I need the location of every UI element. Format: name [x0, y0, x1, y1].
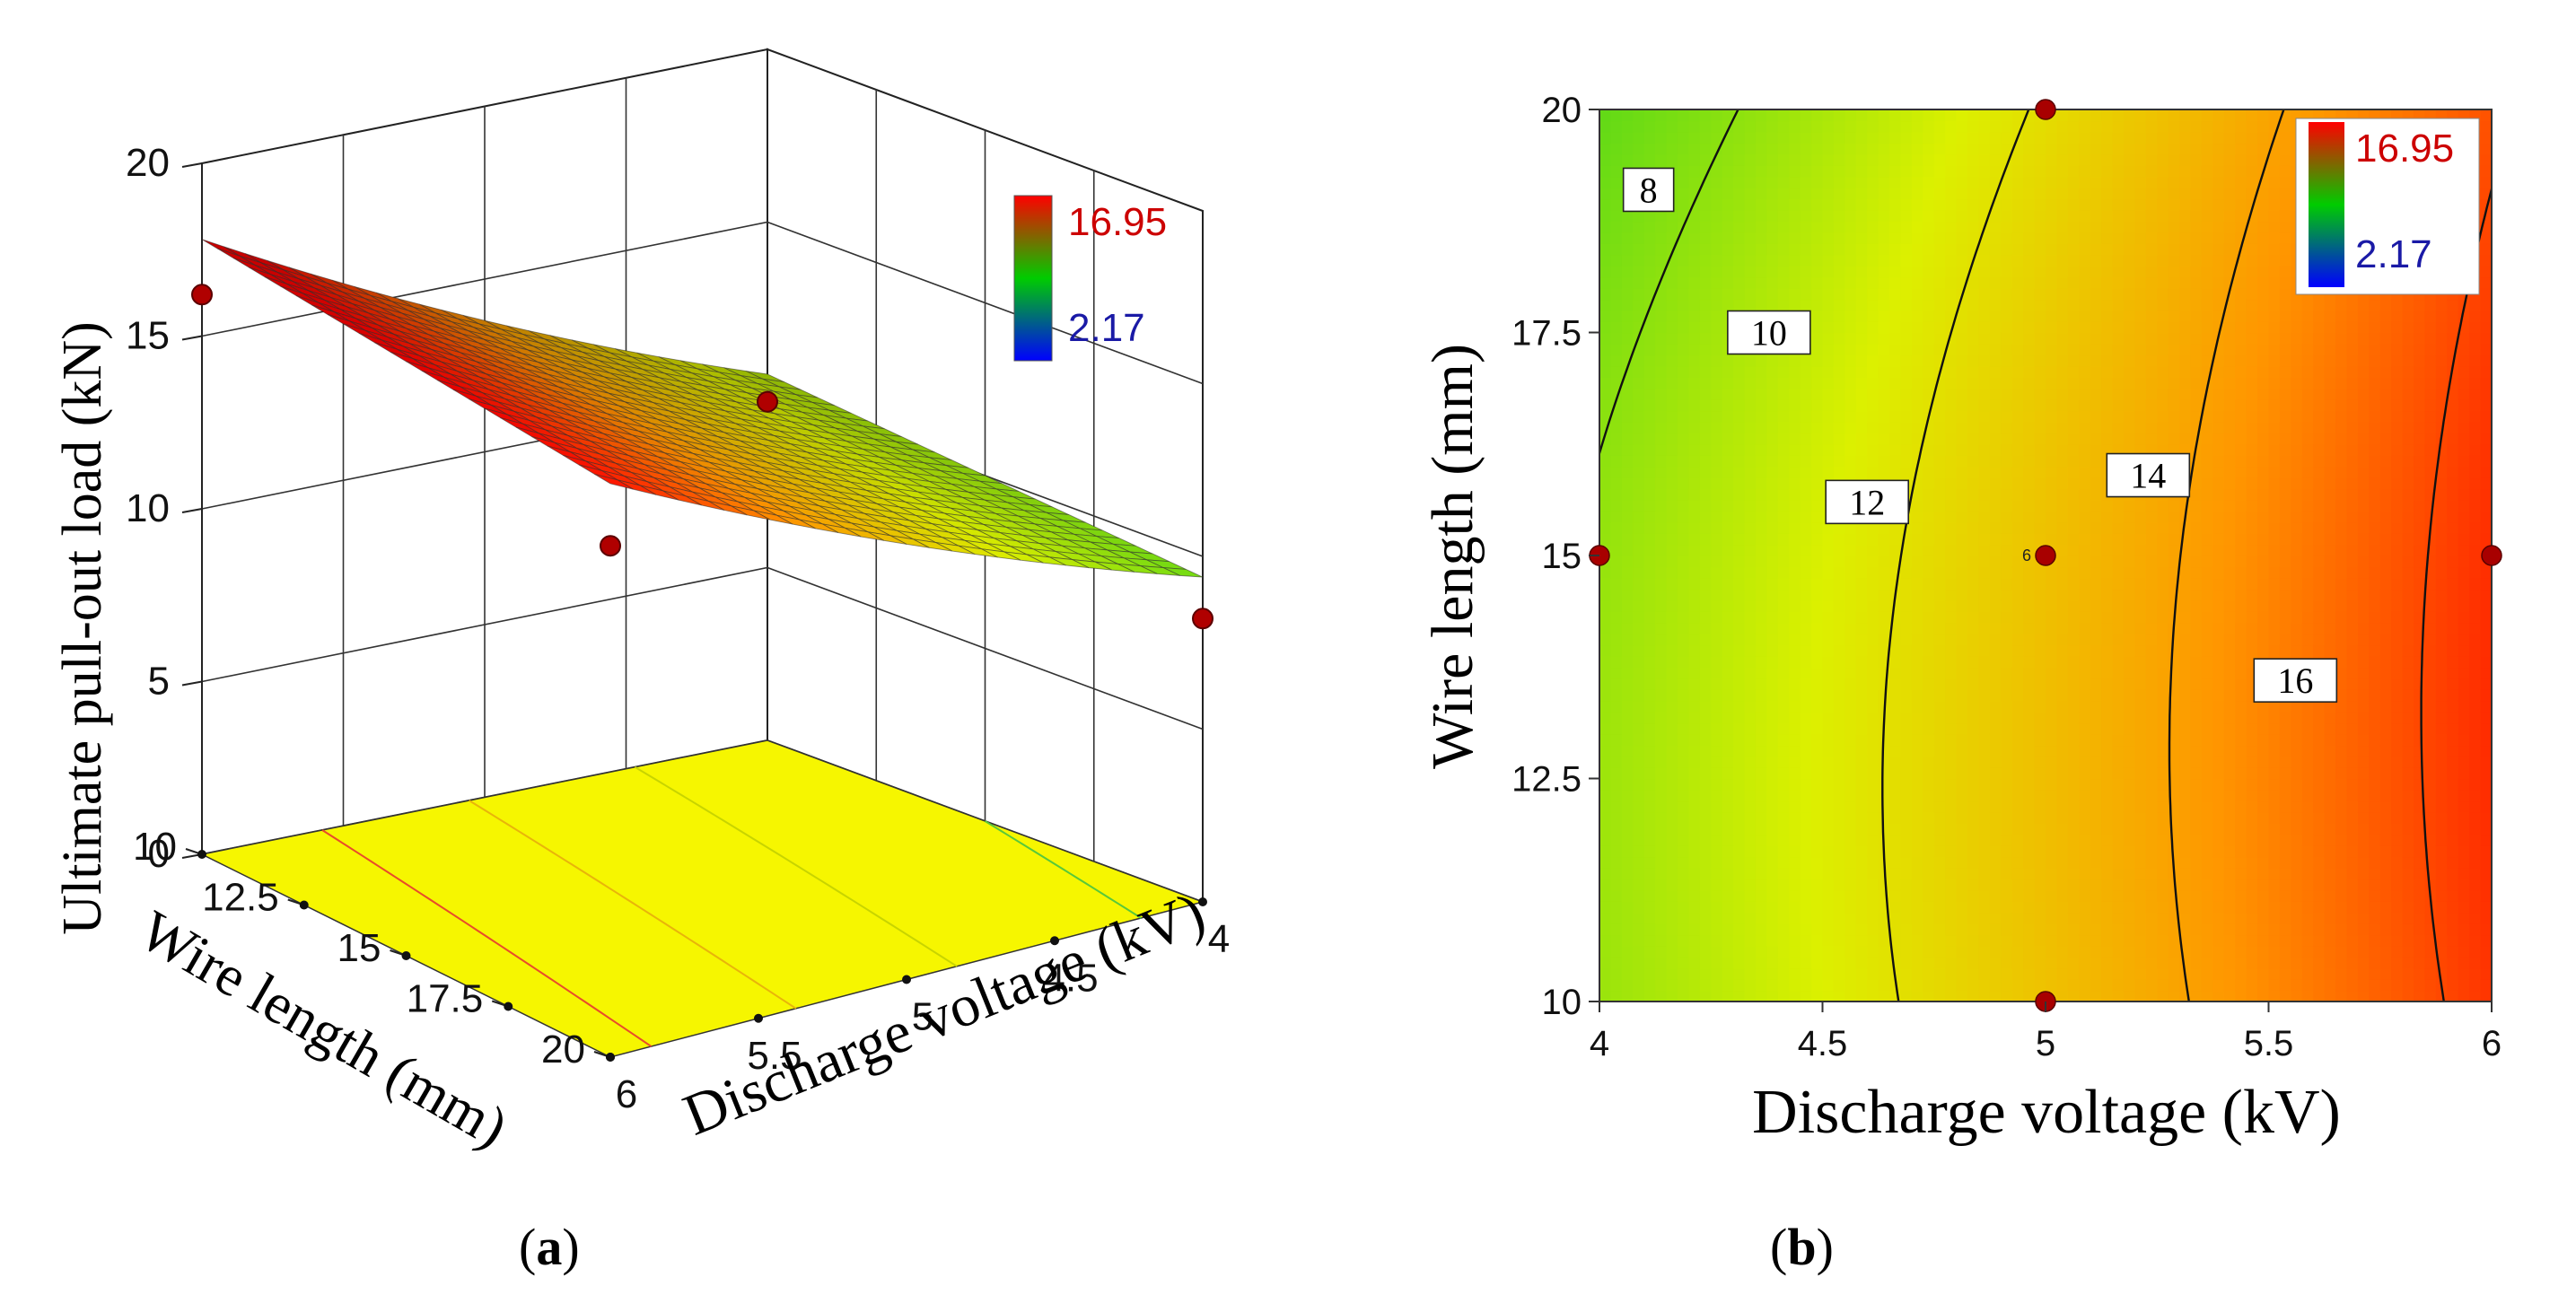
axis-ticks-b: 4 4.5 5 5.5 6 10 12.5 15 17.5 20 — [1511, 91, 2502, 1063]
design-point-a — [757, 390, 778, 413]
contour-y-tick-label: 12.5 — [1511, 760, 1582, 800]
contour-x-tick-label: 5 — [2036, 1024, 2055, 1063]
colorbar-min-label: 2.17 — [1068, 306, 1145, 350]
contour-y-tick-label: 15 — [1542, 537, 1582, 576]
contour-x-tick-label: 4 — [1590, 1024, 1609, 1063]
x-tick-label: 6 — [616, 1072, 637, 1116]
design-point-b — [2481, 545, 2502, 566]
surface-plot-walls — [201, 48, 1204, 904]
surface-plot-panel-a: 0 5 10 15 20 10 12.5 15 17.5 20 4 4.5 5 5.5 6 Ultimate… — [52, 48, 1230, 1159]
colorbar-b: 16.95 2.17 — [2295, 118, 2480, 295]
contour-x-tick-label: 5.5 — [2244, 1024, 2294, 1063]
surface-plot-floor — [199, 739, 1205, 1058]
contour-y-tick-label: 20 — [1542, 91, 1582, 130]
z-tick-label: 20 — [126, 141, 170, 185]
colorbar-b-max-label: 16.95 — [2355, 127, 2454, 171]
z-tick-label: 0 — [148, 832, 170, 876]
design-point-b — [2035, 545, 2056, 566]
replicate-count-label: 6 — [2022, 547, 2031, 564]
contour-label: 16 — [2277, 660, 2313, 701]
panel-caption-b: (b) — [1770, 1218, 1834, 1276]
y-tick-label: 17.5 — [407, 977, 484, 1021]
contour-line — [1881, 109, 2030, 1001]
y-tick-label: 15 — [337, 926, 381, 970]
contour-x-axis-label: Discharge voltage (kV) — [1752, 1078, 2341, 1147]
design-point-a — [1192, 608, 1214, 630]
contour-y-tick-label: 10 — [1542, 983, 1582, 1022]
design-points-a — [191, 284, 1214, 630]
colorbar-a: 16.95 2.17 — [1013, 195, 1167, 362]
z-axis-label: Ultimate pull-out load (kN) — [52, 321, 113, 935]
contour-y-axis-label: Wire length (mm) — [1420, 344, 1485, 769]
y-tick-label: 20 — [541, 1028, 585, 1071]
y-tick-label: 12.5 — [202, 876, 279, 920]
contour-line — [2168, 109, 2285, 1001]
design-point-a — [600, 535, 621, 557]
contour-x-tick-label: 6 — [2482, 1024, 2502, 1063]
x-tick-label: 4 — [1208, 917, 1230, 961]
panel-caption-a: (a) — [519, 1218, 580, 1276]
design-point-a — [191, 284, 213, 306]
design-point-b — [2035, 99, 2056, 120]
contour-label: 14 — [2130, 456, 2166, 496]
contour-label: 12 — [1849, 482, 1885, 522]
z-tick-label: 5 — [148, 660, 170, 704]
contour-line — [1380, 109, 1391, 127]
z-tick-label: 15 — [126, 314, 170, 358]
colorbar-max-label: 16.95 — [1068, 200, 1167, 244]
x-tick-label: 5 — [912, 995, 933, 1039]
contour-x-tick-label: 4.5 — [1798, 1024, 1848, 1063]
x-tick-label: 5.5 — [747, 1034, 802, 1078]
response-surface — [201, 239, 1204, 578]
contour-label: 10 — [1751, 313, 1787, 354]
z-tick-label: 10 — [126, 486, 170, 530]
colorbar-b-min-label: 2.17 — [2355, 232, 2432, 276]
contour-plot-panel-b: 8 10 12 14 16 6 4 4.5 5 5.5 6 10 12.5 15 17.5 20 Disc… — [1380, 91, 2502, 1147]
axis-ticks-a: 0 5 10 15 20 10 12.5 15 17.5 20 4 4.5 5 5.5 6 — [126, 141, 1230, 1116]
contour-line — [1599, 109, 1739, 458]
contour-labels: 8 10 12 14 16 — [1622, 167, 2338, 703]
contour-label: 8 — [1640, 170, 1658, 210]
x-tick-label: 4.5 — [1043, 956, 1098, 1000]
contour-y-tick-label: 17.5 — [1511, 314, 1582, 354]
y-tick-label: 10 — [133, 825, 177, 869]
